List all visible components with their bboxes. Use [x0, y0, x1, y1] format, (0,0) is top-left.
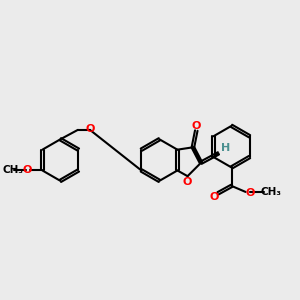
Text: H: H [220, 143, 230, 153]
Text: O: O [85, 124, 94, 134]
Text: O: O [245, 188, 255, 198]
Text: O: O [209, 192, 219, 202]
Text: O: O [183, 176, 192, 187]
Text: O: O [192, 121, 201, 131]
Text: CH₃: CH₃ [260, 187, 281, 197]
Text: O: O [22, 165, 32, 175]
Text: CH₃: CH₃ [3, 166, 24, 176]
